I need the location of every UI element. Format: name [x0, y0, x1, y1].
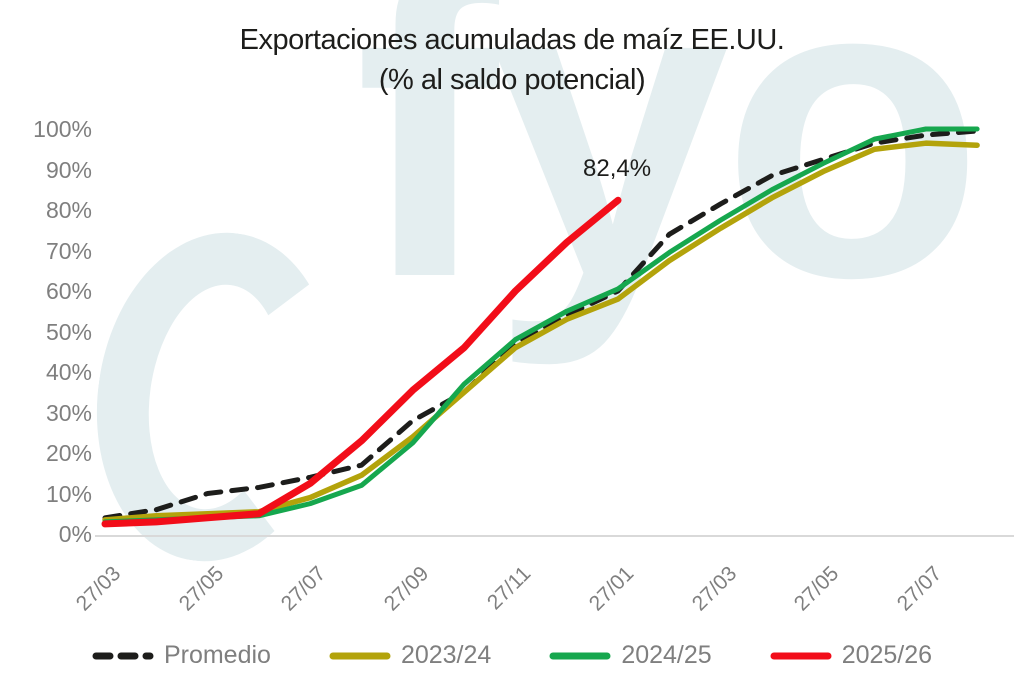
series-line-2024-25: [102, 126, 980, 525]
series-line-2025-26: [101, 196, 622, 528]
y-tick-label: 20%: [45, 440, 92, 466]
legend-label: 2024/25: [621, 641, 712, 669]
y-tick-label: 50%: [45, 318, 92, 345]
legend-item-2024-25: 2024/25: [549, 641, 712, 670]
legend: Promedio 2023/24 2024/25 2025/26: [0, 641, 1024, 670]
y-tick-label: 90%: [45, 156, 92, 183]
legend-swatch-icon: [549, 652, 611, 659]
chart-subtitle: (% al saldo potencial): [378, 64, 646, 96]
legend-swatch-icon: [92, 652, 154, 659]
legend-label: 2023/24: [400, 641, 492, 669]
y-tick-label: 0%: [58, 521, 92, 547]
legend-label: 2025/26: [841, 641, 933, 669]
legend-swatch-icon: [329, 652, 391, 659]
chart-title-block: Exportaciones acumuladas de maíz EE.UU. …: [0, 20, 1024, 100]
legend-swatch-icon: [770, 652, 832, 659]
y-tick-label: 100%: [33, 116, 92, 142]
legend-item-2025-26: 2025/26: [770, 641, 932, 670]
legend-label: Promedio: [163, 641, 271, 669]
chart-title: Exportaciones acumuladas de maíz EE.UU.: [239, 24, 785, 56]
series-line-2023-24: [102, 140, 980, 523]
y-tick-label: 80%: [45, 197, 92, 223]
y-tick-label: 10%: [45, 480, 92, 507]
y-tick-label: 60%: [45, 278, 92, 304]
legend-item-promedio: Promedio: [92, 641, 271, 670]
last-value-annotation: 82,4%: [583, 155, 652, 182]
y-tick-label: 40%: [45, 359, 92, 385]
y-tick-label: 70%: [45, 237, 92, 264]
legend-item-2023-24: 2023/24: [329, 641, 491, 670]
y-tick-label: 30%: [45, 399, 92, 426]
